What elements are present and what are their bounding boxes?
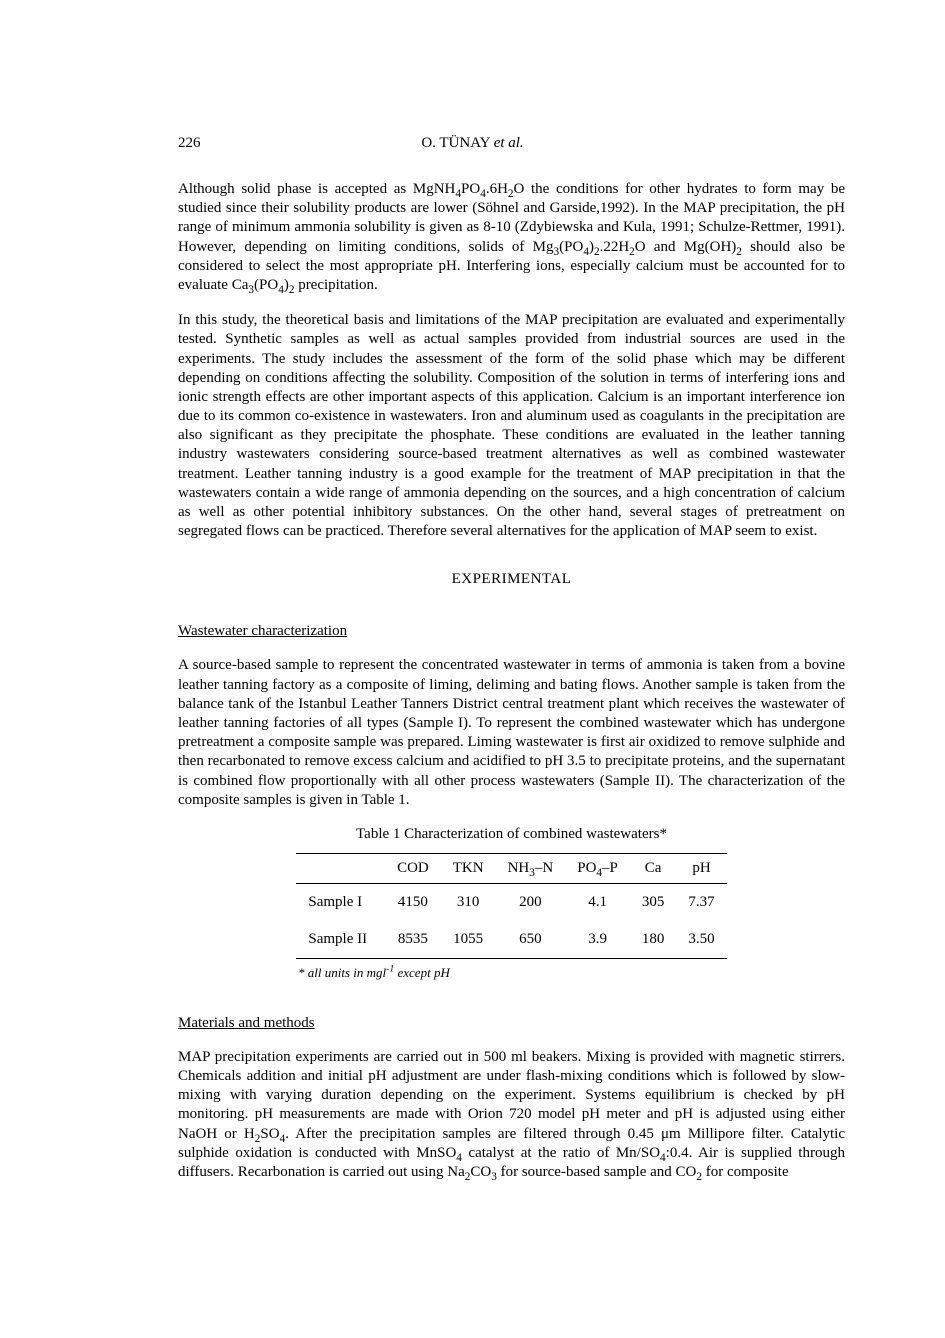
td-label-0: Sample I <box>296 883 385 921</box>
td-ph-1: 3.50 <box>676 921 726 959</box>
th-po4p-a: PO <box>577 860 596 876</box>
running-head: O. TÜNAY et al. <box>421 135 523 152</box>
p4-h: for composite <box>702 1164 789 1180</box>
th-po4p: PO4–P <box>565 853 630 883</box>
td-nh3n-0: 200 <box>496 883 566 921</box>
table1: COD TKN NH3–N PO4–P Ca pH Sample I 4150 … <box>296 853 726 959</box>
th-cod: COD <box>385 853 441 883</box>
th-ca: Ca <box>630 853 677 883</box>
td-label-1: Sample II <box>296 921 385 959</box>
table1-header-row: COD TKN NH3–N PO4–P Ca pH <box>296 853 726 883</box>
header-spacer <box>841 135 845 152</box>
paragraph-4: MAP precipitation experiments are carrie… <box>178 1048 845 1182</box>
p1-b: PO <box>461 181 480 197</box>
p4-g: for source-based sample and CO <box>497 1164 697 1180</box>
p4-b: SO <box>260 1126 279 1142</box>
table1-footnote: * all units in mgl-1 except pH <box>178 965 845 981</box>
subsection-wastewater: Wastewater characterization <box>178 623 845 640</box>
th-nh3n: NH3–N <box>496 853 566 883</box>
page-header: 226 O. TÜNAY et al. <box>178 135 845 152</box>
th-ph: pH <box>676 853 726 883</box>
table1-wrap: COD TKN NH3–N PO4–P Ca pH Sample I 4150 … <box>178 853 845 959</box>
p4-f: CO <box>470 1164 491 1180</box>
p1-a: Although solid phase is accepted as MgNH <box>178 181 455 197</box>
page-number: 226 <box>178 135 201 152</box>
p1-g: .22H <box>600 239 630 255</box>
td-ph-0: 7.37 <box>676 883 726 921</box>
td-tkn-1: 1055 <box>441 921 496 959</box>
p1-c: .6H <box>486 181 508 197</box>
section-experimental: EXPERIMENTAL <box>178 571 845 588</box>
footnote-a: * all units in mgl <box>298 965 386 980</box>
paragraph-1: Although solid phase is accepted as MgNH… <box>178 180 845 295</box>
td-cod-0: 4150 <box>385 883 441 921</box>
running-author: O. TÜNAY <box>421 135 490 151</box>
td-ca-1: 180 <box>630 921 677 959</box>
td-nh3n-1: 650 <box>496 921 566 959</box>
table1-row-1: Sample II 8535 1055 650 3.9 180 3.50 <box>296 921 726 959</box>
td-po4p-1: 3.9 <box>565 921 630 959</box>
table1-row-0: Sample I 4150 310 200 4.1 305 7.37 <box>296 883 726 921</box>
td-tkn-0: 310 <box>441 883 496 921</box>
p1-h: O and Mg(OH) <box>635 239 737 255</box>
td-ca-0: 305 <box>630 883 677 921</box>
p1-j: (PO <box>254 277 278 293</box>
table1-caption: Table 1 Characterization of combined was… <box>178 826 845 843</box>
paragraph-2: In this study, the theoretical basis and… <box>178 311 845 541</box>
th-po4p-b: –P <box>602 860 618 876</box>
p1-l: precipitation. <box>294 277 377 293</box>
th-nh3n-a: NH <box>508 860 530 876</box>
running-etal: et al. <box>494 135 524 151</box>
th-empty <box>296 853 385 883</box>
p1-e: (PO <box>559 239 583 255</box>
td-cod-1: 8535 <box>385 921 441 959</box>
p4-d: catalyst at the ratio of Mn/SO <box>462 1145 660 1161</box>
footnote-b: except pH <box>394 965 450 980</box>
th-tkn: TKN <box>441 853 496 883</box>
td-po4p-0: 4.1 <box>565 883 630 921</box>
th-nh3n-b: –N <box>535 860 553 876</box>
paragraph-3: A source-based sample to represent the c… <box>178 656 845 810</box>
subsection-materials: Materials and methods <box>178 1015 845 1032</box>
